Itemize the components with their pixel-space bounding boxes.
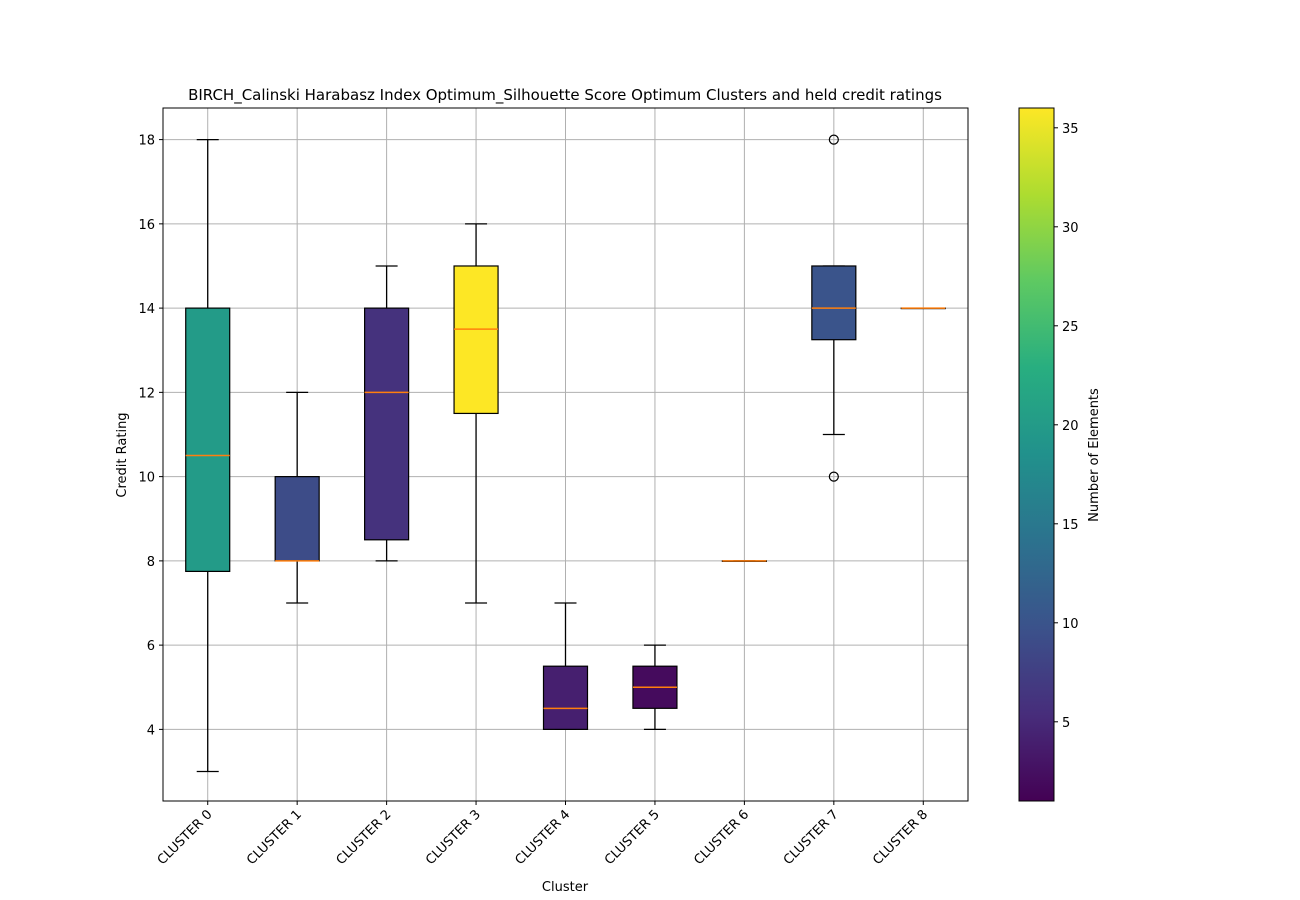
- box-plots: [185, 134, 946, 773]
- y-tick-label: 6: [147, 639, 155, 654]
- y-axis-label: Credit Rating: [115, 412, 130, 497]
- x-tick-label: CLUSTER 2: [334, 807, 395, 868]
- box-body: [453, 265, 499, 415]
- y-tick-label: 10: [138, 471, 155, 486]
- colorbar-tick-label: 35: [1062, 122, 1079, 137]
- box-group: [185, 138, 231, 773]
- colorbar-label: Number of Elements: [1087, 388, 1102, 522]
- y-tick-label: 8: [147, 555, 155, 570]
- colorbar-tick-label: 25: [1062, 320, 1079, 335]
- box-group: [900, 307, 946, 310]
- box-group: [632, 644, 678, 731]
- colorbar-tick-label: 30: [1062, 221, 1079, 236]
- y-tick-label: 18: [138, 134, 155, 149]
- colorbar-gradient: [1018, 107, 1055, 802]
- box-group: [542, 602, 589, 731]
- colorbar-tick-label: 15: [1062, 518, 1079, 533]
- y-tick-label: 16: [138, 218, 155, 233]
- x-tick-label: CLUSTER 7: [781, 807, 842, 868]
- colorbar-tick-label: 5: [1062, 716, 1070, 731]
- box-body: [185, 307, 231, 573]
- x-axis: CLUSTER 0 CLUSTER 1 CLUSTER 2 CLUSTER 3 CLUS…: [155, 801, 931, 868]
- x-axis-label: Cluster: [542, 880, 589, 895]
- colorbar-tick-label: 10: [1062, 617, 1079, 632]
- colorbar-tick-label: 20: [1062, 419, 1079, 434]
- box-body: [364, 307, 410, 541]
- x-tick-label: CLUSTER 0: [155, 807, 216, 868]
- box-group: [364, 265, 410, 562]
- box-group: [274, 391, 320, 604]
- x-tick-label: CLUSTER 1: [244, 807, 305, 868]
- y-tick-label: 14: [138, 302, 155, 317]
- box-body: [811, 265, 857, 341]
- x-tick-label: CLUSTER 3: [423, 807, 484, 868]
- outlier-point: [828, 471, 839, 482]
- outlier-point: [828, 134, 839, 145]
- y-tick-label: 4: [147, 723, 155, 738]
- x-tick-label: CLUSTER 6: [691, 807, 752, 868]
- box-group: [811, 134, 857, 482]
- chart-title: BIRCH_Calinski Harabasz Index Optimum_Si…: [188, 86, 942, 105]
- box-group: [453, 223, 499, 604]
- box-body: [542, 665, 589, 730]
- box-body: [274, 476, 320, 562]
- colorbar-ticks: 5 10 15 20 25 30 35: [1054, 122, 1079, 731]
- x-tick-label: CLUSTER 4: [512, 807, 573, 868]
- colorbar: 5 10 15 20 25 30 35 Number of Elements: [1018, 107, 1102, 802]
- y-tick-label: 12: [138, 386, 155, 401]
- x-tick-label: CLUSTER 5: [602, 807, 663, 868]
- box-group: [721, 560, 767, 562]
- x-tick-label: CLUSTER 8: [870, 807, 931, 868]
- y-axis: 4 6 8 10 12 14 16 18: [138, 134, 163, 738]
